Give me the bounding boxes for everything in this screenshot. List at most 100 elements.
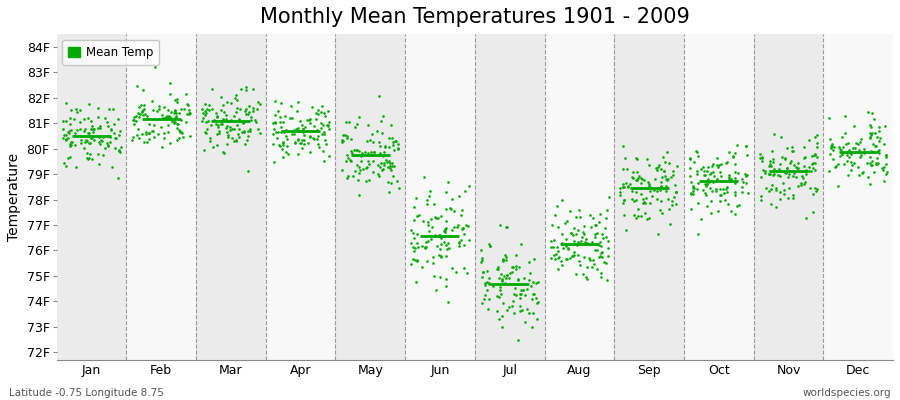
Point <box>613 188 627 195</box>
Point <box>842 171 856 178</box>
Point <box>229 138 243 144</box>
Point <box>238 106 253 112</box>
Point <box>446 264 460 271</box>
Point <box>85 135 99 142</box>
Point <box>727 191 742 198</box>
Point <box>781 174 796 180</box>
Point <box>382 160 397 166</box>
Point <box>828 164 842 170</box>
Point <box>86 126 101 132</box>
Point <box>163 79 177 86</box>
Point <box>491 275 506 282</box>
Point <box>875 165 889 172</box>
Point <box>274 146 289 152</box>
Point <box>706 160 720 167</box>
Point <box>203 138 218 144</box>
Point <box>593 250 608 256</box>
Point <box>373 143 387 150</box>
Point <box>798 215 813 222</box>
Point <box>878 171 893 177</box>
Point <box>734 184 749 190</box>
Point <box>294 140 309 146</box>
Point <box>169 110 184 116</box>
Point <box>661 195 675 202</box>
Point <box>645 193 660 199</box>
Point <box>311 141 326 147</box>
Point <box>824 143 839 149</box>
Point <box>494 277 508 283</box>
Point <box>842 154 856 160</box>
Point <box>853 154 868 160</box>
Point <box>229 137 243 144</box>
Point <box>877 164 891 170</box>
Point <box>809 188 824 194</box>
Point <box>482 275 497 282</box>
Point <box>309 116 323 122</box>
Point <box>863 134 878 140</box>
Point <box>274 124 288 130</box>
Point <box>438 227 453 234</box>
Point <box>516 287 530 294</box>
Point <box>590 266 605 273</box>
Point <box>654 174 669 180</box>
Point <box>58 163 73 170</box>
Point <box>377 160 392 166</box>
Point <box>434 234 448 241</box>
Point <box>140 130 154 137</box>
Point <box>551 248 565 254</box>
Point <box>211 124 225 130</box>
Point <box>805 168 819 174</box>
Point <box>616 184 630 190</box>
Point <box>366 149 381 156</box>
Point <box>473 246 488 253</box>
Point <box>439 188 454 195</box>
Point <box>387 147 401 154</box>
Point <box>563 255 578 261</box>
Point <box>550 244 564 251</box>
Point <box>727 180 742 187</box>
Point <box>798 154 813 160</box>
Point <box>708 186 723 192</box>
Point <box>275 139 290 145</box>
Point <box>408 257 422 263</box>
Point <box>160 106 175 113</box>
Point <box>269 129 284 135</box>
Point <box>276 119 291 125</box>
Point <box>145 98 159 104</box>
Point <box>449 269 464 275</box>
Point <box>722 172 736 178</box>
Point <box>802 137 816 143</box>
Point <box>872 138 886 144</box>
Point <box>132 113 147 120</box>
Point <box>215 120 230 127</box>
Point <box>291 99 305 105</box>
Point <box>93 140 107 147</box>
Point <box>593 252 608 259</box>
Point <box>376 162 391 168</box>
Point <box>342 119 356 125</box>
Point <box>616 200 630 206</box>
Point <box>700 176 715 183</box>
Point <box>834 147 849 154</box>
Point <box>373 163 387 170</box>
Point <box>738 143 752 149</box>
Point <box>496 256 510 263</box>
Point <box>137 106 151 112</box>
Point <box>754 158 769 164</box>
Point <box>829 162 843 169</box>
Point <box>592 211 607 218</box>
Point <box>417 174 431 180</box>
Point <box>803 185 817 192</box>
Point <box>365 158 380 165</box>
Point <box>780 144 795 151</box>
Point <box>130 132 144 139</box>
Point <box>522 276 536 283</box>
Point <box>694 166 708 172</box>
Point <box>850 141 865 148</box>
Point <box>135 131 149 138</box>
Point <box>713 168 727 175</box>
Point <box>595 254 609 260</box>
Point <box>81 156 95 162</box>
Point <box>586 214 600 221</box>
Point <box>423 188 437 194</box>
